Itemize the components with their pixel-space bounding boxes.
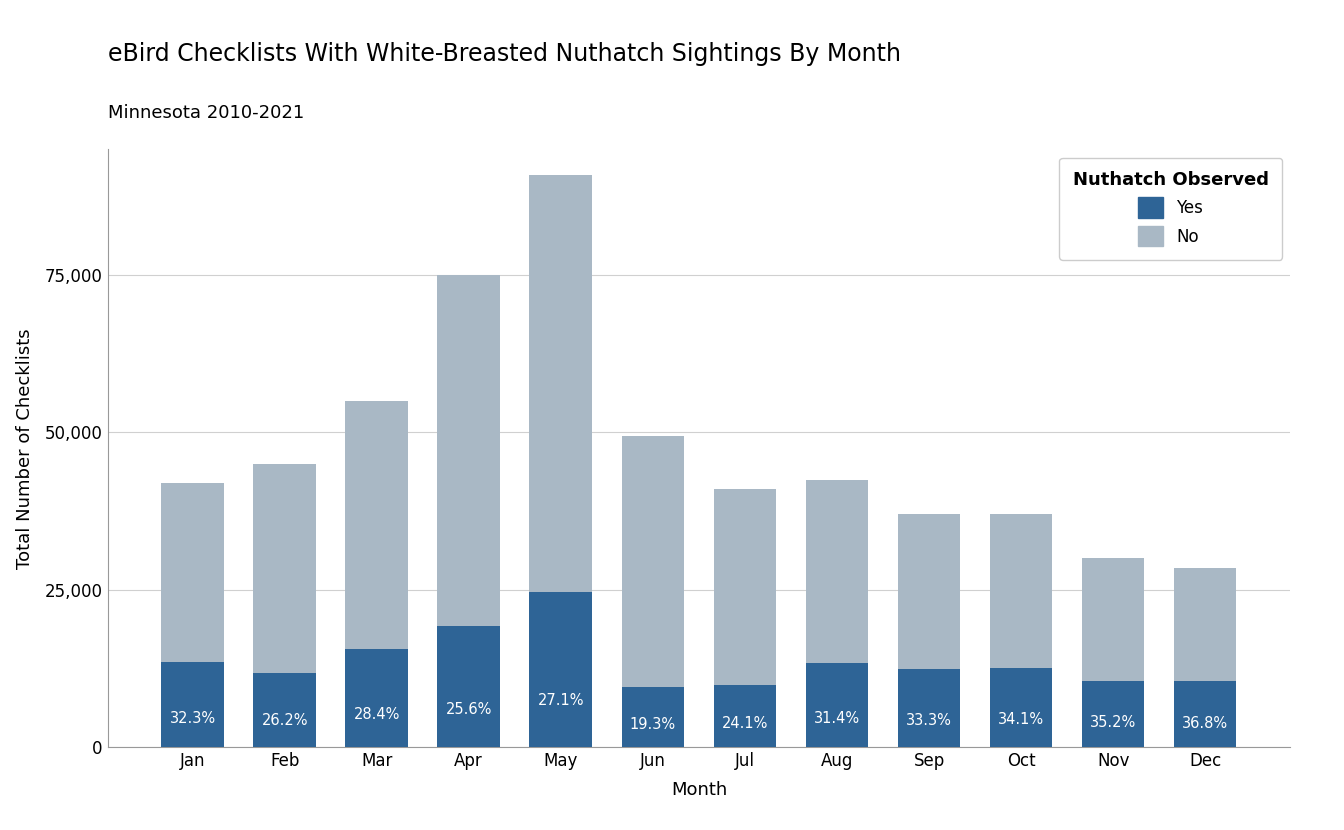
Bar — [530, 592, 593, 747]
Bar — [437, 276, 500, 626]
Text: 34.1%: 34.1% — [999, 712, 1044, 727]
Bar — [530, 174, 593, 592]
Bar — [253, 673, 316, 747]
Bar — [161, 483, 224, 662]
Bar — [714, 685, 777, 747]
Text: 28.4%: 28.4% — [353, 707, 401, 722]
Text: 26.2%: 26.2% — [261, 714, 308, 729]
Text: 19.3%: 19.3% — [630, 717, 676, 732]
Bar — [989, 667, 1052, 747]
Text: 32.3%: 32.3% — [169, 710, 215, 725]
Bar — [898, 670, 961, 747]
Y-axis label: Total Number of Checklists: Total Number of Checklists — [16, 328, 34, 569]
Bar — [714, 489, 777, 685]
X-axis label: Month: Month — [671, 781, 727, 799]
Bar — [345, 401, 409, 649]
Bar — [1173, 681, 1236, 747]
Legend: Yes, No: Yes, No — [1059, 158, 1282, 260]
Bar — [1173, 568, 1236, 681]
Text: 27.1%: 27.1% — [538, 693, 585, 708]
Bar — [437, 626, 500, 747]
Text: 31.4%: 31.4% — [814, 711, 860, 726]
Bar — [621, 687, 684, 747]
Text: 25.6%: 25.6% — [446, 702, 492, 717]
Bar — [898, 515, 961, 670]
Bar — [621, 436, 684, 687]
Bar — [1082, 681, 1145, 747]
Text: 36.8%: 36.8% — [1183, 715, 1228, 730]
Bar — [805, 663, 868, 747]
Bar — [1082, 559, 1145, 681]
Bar — [805, 480, 868, 663]
Bar — [345, 649, 409, 747]
Text: 24.1%: 24.1% — [722, 716, 767, 731]
Bar — [161, 662, 224, 747]
Bar — [989, 515, 1052, 667]
Bar — [253, 464, 316, 673]
Text: Minnesota 2010-2021: Minnesota 2010-2021 — [108, 104, 304, 122]
Text: 35.2%: 35.2% — [1090, 715, 1136, 730]
Text: 33.3%: 33.3% — [906, 713, 952, 728]
Text: eBird Checklists With White-Breasted Nuthatch Sightings By Month: eBird Checklists With White-Breasted Nut… — [108, 42, 900, 66]
